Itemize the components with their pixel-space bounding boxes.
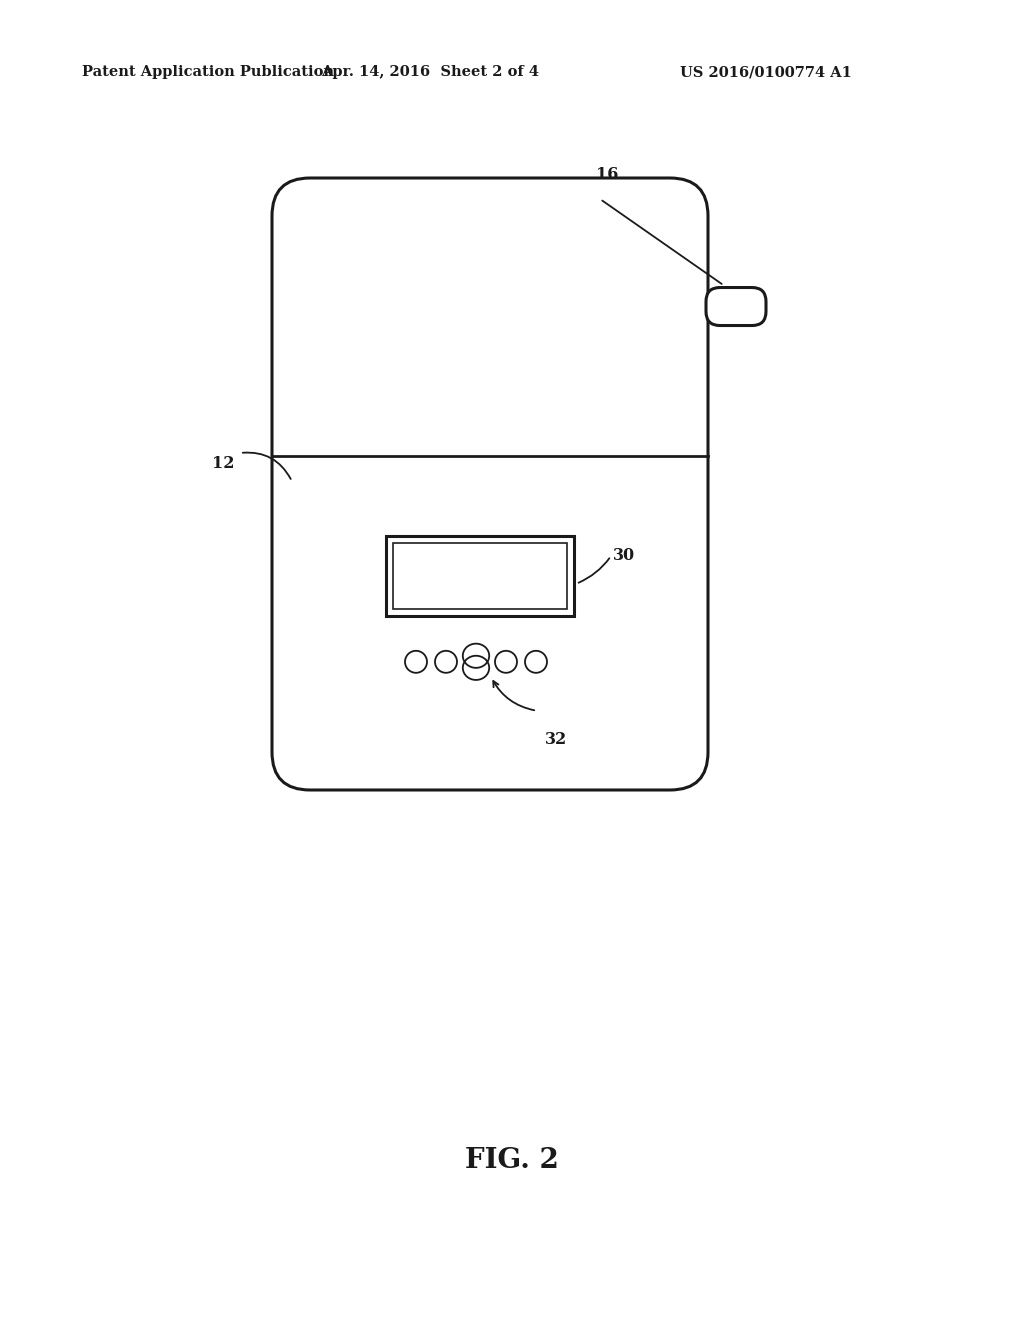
Text: 30: 30 (613, 548, 635, 565)
Text: Apr. 14, 2016  Sheet 2 of 4: Apr. 14, 2016 Sheet 2 of 4 (321, 65, 539, 79)
Bar (393, 543, 567, 609)
FancyBboxPatch shape (706, 288, 766, 326)
FancyBboxPatch shape (272, 178, 708, 789)
Text: 32: 32 (545, 731, 567, 748)
Text: Patent Application Publication: Patent Application Publication (82, 65, 334, 79)
Text: 12: 12 (213, 454, 234, 471)
Text: US 2016/0100774 A1: US 2016/0100774 A1 (680, 65, 852, 79)
Text: FIG. 2: FIG. 2 (465, 1147, 559, 1173)
Text: 16: 16 (596, 166, 618, 183)
Bar (386, 536, 574, 616)
